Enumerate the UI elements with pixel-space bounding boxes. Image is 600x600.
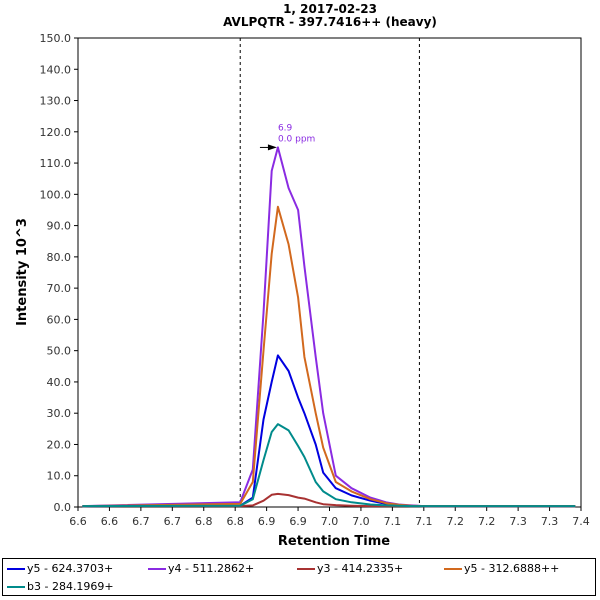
x-tick-label: 7.2 [447,515,465,528]
legend-swatch [297,568,315,570]
y-tick-label: 30.0 [47,407,72,420]
y-tick-label: 150.0 [40,32,72,45]
series-line [82,423,576,508]
x-tick-label: 7.0 [321,515,339,528]
y-tick-label: 10.0 [47,470,72,483]
legend-swatch [444,568,462,570]
y-tick-label: 60.0 [47,313,72,326]
chart-legend: y5 - 624.3703+ y4 - 511.2862+ y3 - 414.233… [2,558,596,596]
x-tick-label: 6.8 [195,515,213,528]
x-tick-label: 7.3 [541,515,559,528]
legend-item: b3 - 284.1969+ [5,579,114,595]
y-tick-label: 40.0 [47,376,72,389]
y-tick-label: 80.0 [47,251,72,264]
x-tick-label: 6.6 [101,515,119,528]
legend-item: y3 - 414.2335+ [295,561,403,577]
x-tick-label: 6.9 [289,515,307,528]
chart-subtitle: AVLPQTR - 397.7416++ (heavy) [223,15,437,29]
legend-label: y5 - 312.6888++ [464,562,560,575]
legend-item: y5 - 312.6888++ [442,561,559,577]
x-tick-label: 6.8 [226,515,244,528]
peak-rt-label: 6.9 [278,123,293,133]
y-tick-label: 110.0 [40,157,72,170]
chart-title: 1, 2017-02-23 [283,2,377,16]
x-tick-label: 7.1 [415,515,433,528]
plot-area [77,37,582,508]
y-tick-label: 120.0 [40,126,72,139]
y-tick-label: 90.0 [47,220,72,233]
legend-swatch [7,568,25,570]
legend-swatch [148,568,166,570]
x-tick-label: 7.3 [509,515,527,528]
y-tick-label: 50.0 [47,345,72,358]
legend-swatch [7,586,25,588]
x-tick-label: 6.9 [258,515,276,528]
y-tick-label: 130.0 [40,95,72,108]
y-tick-label: 140.0 [40,63,72,76]
x-tick-label: 7.4 [572,515,590,528]
y-tick-label: 100.0 [40,188,72,201]
y-tick-label: 70.0 [47,282,72,295]
legend-item: y4 - 511.2862+ [146,561,254,577]
y-tick-label: 20.0 [47,438,72,451]
peak-marker-arrow [267,144,277,151]
x-tick-label: 7.0 [352,515,370,528]
x-tick-label: 6.7 [164,515,182,528]
x-tick-label: 7.2 [478,515,496,528]
x-axis-label: Retention Time [278,534,390,549]
legend-item: y5 - 624.3703+ [5,561,113,577]
legend-label: y3 - 414.2335+ [317,562,404,575]
peak-ppm-label: 0.0 ppm [278,134,315,144]
legend-label: y5 - 624.3703+ [27,562,114,575]
y-tick-label: 0.0 [54,501,72,514]
legend-label: y4 - 511.2862+ [168,562,255,575]
x-tick-label: 6.6 [69,515,87,528]
legend-label: b3 - 284.1969+ [27,580,114,593]
y-axis-label: Intensity 10^3 [15,218,30,326]
x-tick-label: 7.1 [384,515,402,528]
x-tick-label: 6.7 [132,515,150,528]
